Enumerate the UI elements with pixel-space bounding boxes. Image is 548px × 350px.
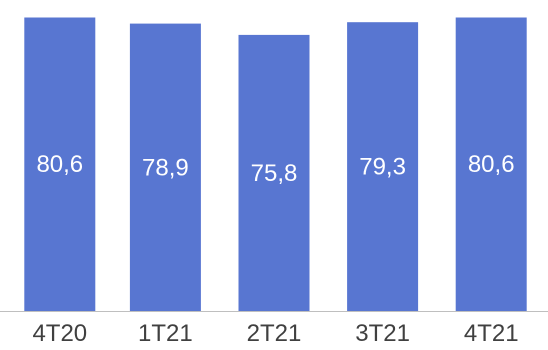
bar-4t21 <box>455 17 527 311</box>
bar-value-label: 79,3 <box>359 154 406 181</box>
bars-group: 80,6 78,9 75,8 79,3 80,6 <box>24 17 527 312</box>
bar-value-label: 78,9 <box>142 154 189 181</box>
bar-4t20 <box>24 17 96 311</box>
bar-value-label: 80,6 <box>468 151 515 178</box>
x-tick-label: 3T21 <box>355 320 410 347</box>
x-tick-label: 4T20 <box>32 320 87 347</box>
x-tick-label: 1T21 <box>138 320 193 347</box>
bar-value-label: 75,8 <box>251 160 298 187</box>
bar-2t21 <box>238 34 310 312</box>
x-tick-label: 4T21 <box>464 320 519 347</box>
bar-value-label: 80,6 <box>36 151 83 178</box>
bar-1t21 <box>129 23 201 311</box>
x-tick-label: 2T21 <box>247 320 302 347</box>
x-tick-labels: 4T20 1T21 2T21 3T21 4T21 <box>32 320 518 347</box>
bar-3t21 <box>347 22 419 311</box>
